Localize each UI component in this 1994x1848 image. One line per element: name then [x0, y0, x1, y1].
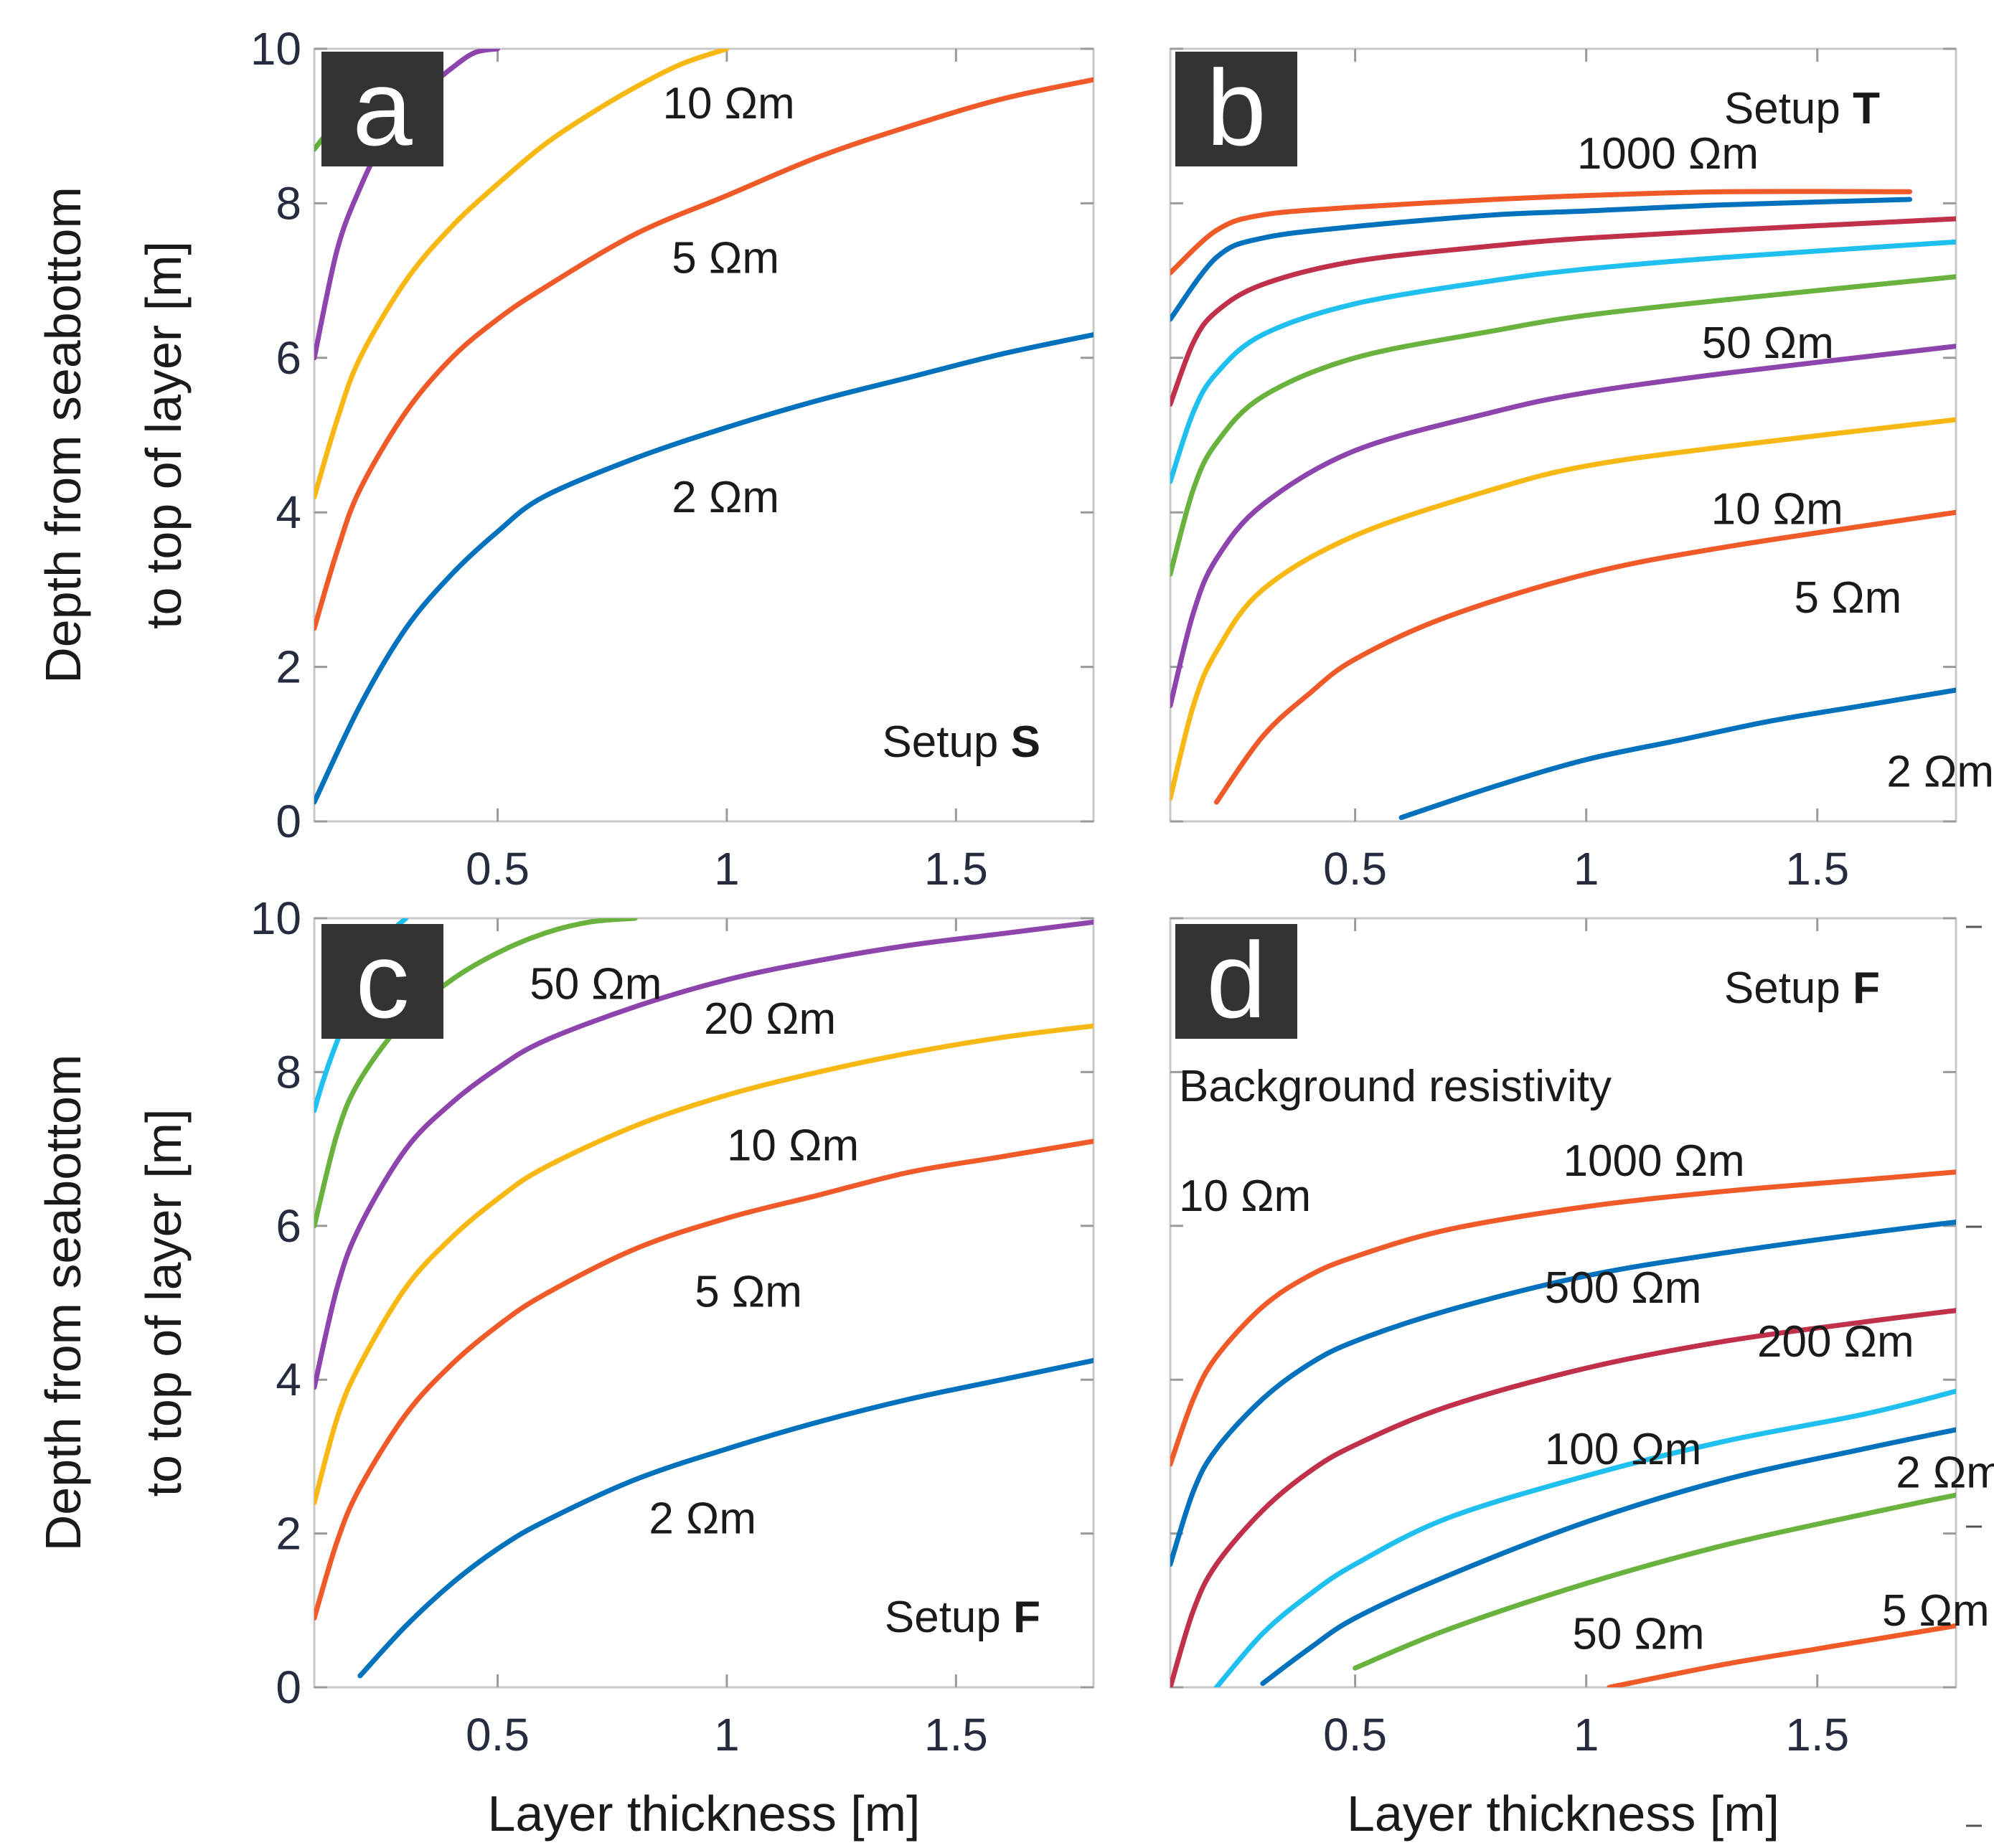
panel-letter-box [321, 924, 443, 1039]
x-tick-label: 0.5 [1323, 843, 1387, 895]
series-line-2-ohmm [1398, 687, 1956, 821]
series-label: 10 Ωm [727, 1121, 859, 1171]
x-axis-title: Layer thickness [m] [488, 1786, 921, 1842]
x-tick-label: 1 [714, 1709, 740, 1760]
series-line [1170, 197, 1913, 322]
series-line-2-ohmm [314, 331, 1094, 805]
x-tick-label: 0.5 [1323, 1709, 1387, 1760]
plot-area-c [313, 917, 1095, 1689]
setup-label: Setup F [885, 1593, 1040, 1642]
series-line-5-ohmm [1607, 1623, 1956, 1687]
panel-letter-box [1175, 52, 1297, 166]
subtitle: Background resistivity [1179, 1062, 1612, 1111]
x-axis-title: Layer thickness [m] [1347, 1786, 1779, 1842]
series-line-2-ohmm [357, 1357, 1094, 1679]
series-line [1170, 344, 1956, 708]
y-tick-label: 4 [276, 486, 301, 538]
series-line-50-ohmm [1170, 274, 1956, 577]
panel-a: 0 2 4 6 8 10 0.5 1 1.5 10 Ωm 5 Ωm 2 Ωm a Setup S Depth… [35, 23, 1095, 895]
y-tick-label: 6 [276, 332, 301, 384]
panel-letter: d [1206, 920, 1266, 1040]
x-tick-label: 1.5 [1785, 1709, 1849, 1760]
series-group [1170, 189, 1956, 821]
x-tick-label: 0.5 [466, 843, 530, 895]
y-axis-title-line: to top of layer [m] [136, 1109, 192, 1497]
series-group [314, 918, 1094, 1679]
setup-label: Setup S [882, 717, 1040, 767]
panel-letter: b [1206, 47, 1266, 168]
series-label: 10 Ωm [1711, 484, 1843, 534]
y-tick-label: 8 [276, 177, 301, 229]
series-label: 200 Ωm [1757, 1317, 1914, 1367]
background-resistivity-label: 10 Ωm [1179, 1172, 1311, 1221]
panel-letter: c [356, 920, 410, 1040]
series-line-100-ohmm [1213, 1388, 1956, 1687]
series-line-500-ohmm [1170, 1219, 1956, 1567]
series-line [1170, 239, 1956, 484]
x-tick-label: 1.5 [924, 843, 988, 895]
x-tick-label: 1 [1574, 843, 1599, 895]
y-tick-label: 10 [250, 892, 301, 944]
panel-letter: a [352, 47, 413, 168]
series-line-5-ohmm [314, 77, 1094, 631]
series-label: 5 Ωm [1882, 1586, 1990, 1636]
series-label: 1000 Ωm [1577, 129, 1759, 179]
panel-letter-box [321, 52, 443, 166]
series-label: 5 Ωm [1795, 573, 1902, 623]
y-axis-title-line: Depth from seabottom [35, 187, 91, 684]
series-label: 500 Ωm [1545, 1263, 1702, 1313]
setup-label: Setup F [1724, 963, 1880, 1013]
series-line-2-ohmm [1353, 1492, 1956, 1671]
y-tick-label: 8 [276, 1046, 301, 1098]
x-tick-label: 1.5 [924, 1709, 988, 1760]
series-line-1000-ohmm [1170, 1169, 1956, 1467]
panel-c: 0 2 4 6 8 10 0.5 1 1.5 50 Ωm 20 Ωm 10 Ωm 5 Ωm 2 Ωm c Se… [35, 892, 1095, 1842]
y-tick-label: 2 [276, 641, 301, 693]
series-label: 1000 Ωm [1563, 1136, 1745, 1186]
series-label: 2 Ωm [1886, 748, 1994, 797]
series-line-10-ohmm [314, 1023, 1094, 1506]
y-tick-label: 2 [276, 1508, 301, 1560]
setup-label: Setup T [1724, 84, 1880, 133]
series-label: 10 Ωm [663, 79, 795, 128]
panel-d: 0.5 1 1.5 1000 Ωm 500 Ωm 200 Ωm 100 Ωm 2 Ωm 50 Ω… [1169, 917, 1994, 1842]
series-group [314, 49, 1094, 805]
plot-area-d [1169, 917, 1957, 1689]
y-axis-title-line: Depth from seabottom [35, 1055, 91, 1552]
series-line-10-ohmm [1170, 417, 1956, 801]
series-line-5-ohmm [1213, 509, 1956, 805]
y-tick-label: 6 [276, 1200, 301, 1252]
y-tick-label: 4 [276, 1354, 301, 1405]
series-line-10-ohmm [314, 49, 730, 500]
series-line-5-ohmm [314, 1138, 1094, 1621]
series-label: 2 Ωm [1896, 1448, 1994, 1497]
series-group [1170, 1169, 1956, 1687]
series-label: 50 Ωm [1702, 319, 1834, 368]
series-label: 100 Ωm [1545, 1425, 1702, 1474]
series-line-20-ohmm [314, 919, 1094, 1390]
series-label: 2 Ωm [672, 473, 779, 522]
x-tick-label: 1 [1574, 1709, 1599, 1760]
y-tick-label: 10 [250, 23, 301, 75]
series-line-50-ohmm [1260, 1427, 1956, 1687]
panel-letter-box [1175, 924, 1297, 1039]
series-label: 5 Ωm [695, 1267, 802, 1316]
series-label: 50 Ωm [530, 960, 662, 1009]
series-line [1170, 216, 1956, 407]
panel-b: 0.5 1 1.5 1000 Ωm 50 Ωm 10 Ωm 5 Ωm 2 Ωm b Setup T [1169, 47, 1994, 895]
x-tick-label: 1.5 [1785, 843, 1849, 895]
series-line-200-ohmm [1170, 1308, 1956, 1687]
y-axis-title-line: to top of layer [m] [136, 241, 192, 629]
series-label: 5 Ωm [672, 233, 779, 283]
series-line-1000-ohmm [1170, 189, 1913, 275]
x-tick-label: 0.5 [466, 1709, 530, 1760]
series-label: 50 Ωm [1572, 1609, 1704, 1659]
y-tick-label: 0 [276, 1661, 301, 1713]
y-tick-label: 0 [276, 796, 301, 847]
x-tick-label: 1 [714, 843, 740, 895]
series-label: 2 Ωm [649, 1494, 756, 1544]
series-label: 20 Ωm [704, 994, 836, 1044]
